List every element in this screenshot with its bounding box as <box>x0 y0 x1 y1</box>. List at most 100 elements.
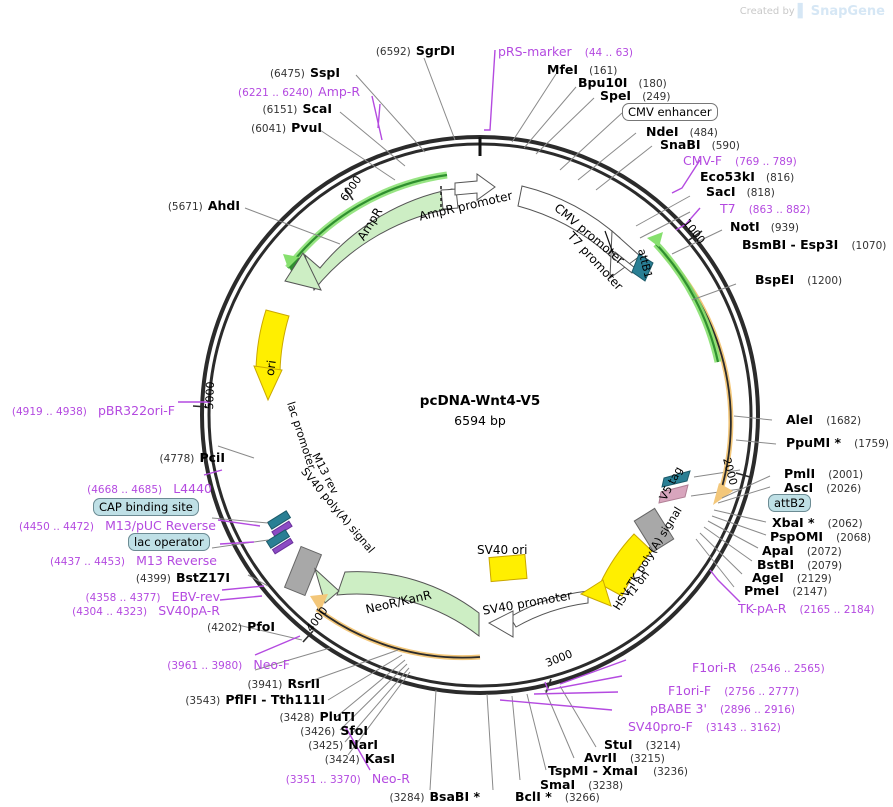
label-agei: AgeI (2129) <box>752 569 832 585</box>
label-m13-reverse: (4437 .. 4453) M13 Reverse <box>50 552 217 568</box>
agei-position: (2129) <box>796 573 832 585</box>
feature-f1-ori <box>579 533 653 607</box>
feature-cmv-promoter <box>517 185 641 280</box>
m13puc-reverse-name: M13/pUC Reverse <box>105 518 216 533</box>
bstbi-position: (2079) <box>807 560 843 572</box>
bpu10i-position: (180) <box>638 78 667 90</box>
xbai-position: (2062) <box>827 518 863 530</box>
m13-reverse-range: (4437 .. 4453) <box>50 556 125 568</box>
bspei-position: (1200) <box>807 275 843 287</box>
pcii-position: (4778) <box>159 453 195 465</box>
sspi-enzyme: SspI <box>309 65 340 80</box>
label-alei: AleI (1682) <box>786 411 861 427</box>
label-pmei: PmeI (2147) <box>744 582 827 598</box>
feature-ampr-promoter <box>440 173 496 210</box>
pbabe3-range: (2896 .. 2916) <box>720 704 795 716</box>
ahdi-position: (5671) <box>167 201 203 213</box>
ndei-enzyme: NdeI <box>646 124 679 139</box>
pbr322ori-f-name: pBR322ori-F <box>97 403 175 418</box>
smai-position: (3238) <box>588 780 624 792</box>
feature-sv40-promoter <box>487 590 589 638</box>
noti-position: (939) <box>770 222 800 234</box>
pmli-position: (2001) <box>828 469 864 481</box>
attb2-name: attB2 <box>768 494 812 512</box>
bsmbi-position: (1070) <box>851 240 887 252</box>
label-pflfi: (3543) PflFI - Tth111I <box>140 691 325 707</box>
ebv-rev-range: (4358 .. 4377) <box>85 592 161 604</box>
feature-lac-cluster <box>211 510 294 555</box>
label-ahdi: (5671) AhdI <box>100 197 240 213</box>
watermark-brand: SnapGene <box>810 4 885 19</box>
leader-lines-primer <box>178 49 741 771</box>
pmei-enzyme: PmeI <box>744 583 780 598</box>
tspmi-position: (3236) <box>653 766 688 778</box>
ppumi-enzyme: PpuMI * <box>786 435 841 450</box>
mfei-enzyme: MfeI <box>547 62 579 77</box>
label-amp-r-primer: (6221 .. 6240) Amp-R <box>160 83 360 99</box>
neo-f-name: Neo-F <box>253 657 290 672</box>
label-lac-operator: lac operator <box>128 533 210 551</box>
label-spei: SpeI (249) <box>600 87 670 103</box>
feature-green-arc-right <box>647 232 722 363</box>
agei-enzyme: AgeI <box>752 570 784 585</box>
watermark-prefix: Created by <box>739 6 795 17</box>
bstbi-enzyme: BstBI <box>757 557 795 572</box>
cmv-enhancer-name: CMV enhancer <box>622 103 718 121</box>
plasmid-title-block: pcDNA-Wnt4-V5 6594 bp <box>380 394 580 428</box>
neo-f-range: (3961 .. 3980) <box>167 660 243 672</box>
label-t7: T7 (863 .. 882) <box>720 200 810 216</box>
feature-ampr <box>283 171 455 292</box>
label-bsabi: (3284) BsaBI * <box>330 788 481 804</box>
feature-v5-tag <box>658 469 741 504</box>
pflfi-position: (3543) <box>185 695 221 707</box>
plasmid-size: 6594 bp <box>454 412 506 428</box>
stui-enzyme: StuI <box>604 737 633 752</box>
rsrii-enzyme: RsrII <box>287 676 320 691</box>
label-f1ori-r: F1ori-R (2546 .. 2565) <box>692 659 825 675</box>
smai-enzyme: SmaI <box>540 777 576 792</box>
f1ori-r-name: F1ori-R <box>692 660 737 675</box>
mfei-position: (161) <box>589 65 618 77</box>
cap-binding-site-name: CAP binding site <box>93 498 199 516</box>
label-avrii: AvrII (3215) <box>584 749 665 765</box>
bcli-enzyme: BclI * <box>515 789 552 804</box>
feature-orange-arc-left <box>310 594 481 661</box>
xbai-enzyme: XbaI * <box>772 515 815 530</box>
feature-attb1 <box>631 253 654 282</box>
label-prs-marker: pRS-marker (44 .. 63) <box>498 43 633 59</box>
label-noti: NotI (939) <box>730 218 799 234</box>
label-bstz17i: (4399) BstZ17I <box>80 569 230 585</box>
sgrdi-enzyme: SgrDI <box>415 43 455 58</box>
tick-marks <box>192 187 751 694</box>
cmv-f-range: (769 .. 789) <box>735 156 797 168</box>
sv40pro-f-name: SV40pro-F <box>628 719 693 734</box>
label-f1ori-f: F1ori-F (2756 .. 2777) <box>668 682 799 698</box>
label-sv40pa-r: (4304 .. 4323) SV40pA-R <box>60 602 220 618</box>
avrii-position: (3215) <box>629 753 665 765</box>
eco53ki-enzyme: Eco53kI <box>700 169 755 184</box>
label-tspmi: TspMI - XmaI (3236) <box>548 762 688 778</box>
pspomi-position: (2068) <box>836 532 872 544</box>
nari-position: (3425) <box>308 740 344 752</box>
stui-position: (3214) <box>645 740 681 752</box>
label-snabi: SnaBI (590) <box>660 136 740 152</box>
asci-enzyme: AscI <box>784 480 814 495</box>
sfoi-enzyme: SfoI <box>340 723 368 738</box>
prs-marker-name: pRS-marker <box>498 44 572 59</box>
feature-sv40-ori <box>488 553 528 583</box>
pbabe3-name: pBABE 3' <box>650 701 707 716</box>
t7-range: (863 .. 882) <box>748 204 811 216</box>
label-bcli: BclI * (3266) <box>515 788 600 804</box>
pbr322ori-f-range: (4919 .. 4938) <box>11 406 87 418</box>
label-mfei: MfeI (161) <box>547 61 617 77</box>
label-kasi: (3424) KasI <box>245 750 395 766</box>
pfoi-position: (4202) <box>207 622 243 634</box>
pspomi-enzyme: PspOMI <box>770 529 824 544</box>
label-pmli: PmlI (2001) <box>784 465 863 481</box>
label-xbai: XbaI * (2062) <box>772 514 863 530</box>
label-stui: StuI (3214) <box>604 736 681 752</box>
sgrdi-position: (6592) <box>375 46 411 58</box>
label-ebv-rev: (4358 .. 4377) EBV-rev <box>60 588 220 604</box>
label-cmv-enhancer: CMV enhancer <box>622 103 718 121</box>
